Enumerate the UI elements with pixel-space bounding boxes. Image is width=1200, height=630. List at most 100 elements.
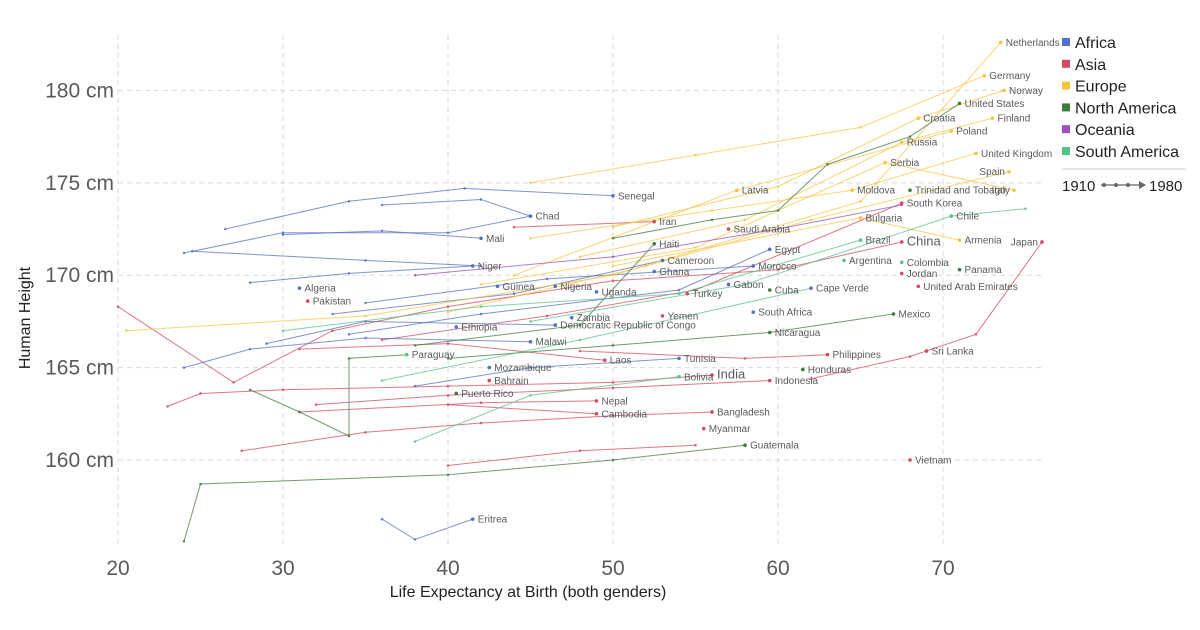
country-label: Italy	[992, 186, 1010, 197]
trajectory-point	[347, 200, 351, 203]
legend-item: Europe	[1075, 79, 1127, 96]
trajectory-point	[694, 443, 697, 447]
country-label: United Kingdom	[981, 149, 1052, 160]
country-label: Puerto Rico	[461, 389, 514, 400]
trajectory-line	[381, 202, 902, 341]
trajectory-point	[232, 381, 235, 384]
country-label: Turkey	[692, 289, 722, 300]
data-point	[677, 356, 681, 361]
trajectory-line	[612, 102, 960, 239]
trajectory-point	[446, 310, 450, 314]
country-label: Moldova	[857, 186, 895, 197]
trajectory-point	[529, 394, 532, 397]
country-label: Philippines	[833, 350, 881, 361]
trajectory-line	[315, 380, 770, 406]
trajectory-point	[446, 384, 450, 388]
country-label: Russia	[907, 138, 938, 149]
time-legend-end: 1980	[1149, 178, 1182, 195]
y-tick-label: 160 cm	[45, 449, 114, 472]
trajectory-point	[446, 342, 450, 345]
country-label: Ghana	[659, 267, 689, 278]
trajectory-point	[446, 357, 450, 360]
data-point	[850, 188, 855, 193]
trajectory-point	[166, 405, 169, 408]
trajectory-point	[809, 218, 813, 222]
x-tick-label: 50	[601, 557, 624, 580]
trajectory-point	[248, 347, 252, 351]
data-point	[594, 412, 599, 416]
trajectory-point	[380, 338, 384, 342]
data-point	[454, 325, 459, 329]
data-point	[594, 290, 599, 294]
data-point	[957, 101, 962, 106]
trajectory-point	[446, 231, 450, 235]
data-point	[899, 140, 904, 144]
trajectory-point	[776, 209, 780, 212]
data-point	[842, 258, 846, 263]
country-label: Japan	[1011, 237, 1038, 248]
country-label: Argentina	[849, 256, 892, 267]
trajectory-point	[809, 377, 813, 380]
country-label: Poland	[956, 127, 987, 138]
trajectory-line	[183, 337, 531, 369]
x-axis-title: Life Expectancy at Birth (both genders)	[390, 584, 667, 601]
trajectory-point	[479, 401, 483, 405]
trajectory-point	[479, 305, 483, 308]
trajectory-point	[529, 181, 532, 185]
trajectory-point	[240, 449, 244, 453]
trajectory-point	[776, 227, 780, 231]
data-point	[858, 238, 863, 242]
data-point	[660, 314, 665, 318]
data-point	[767, 288, 772, 292]
data-point	[553, 323, 558, 327]
data-point	[487, 378, 492, 383]
data-point	[297, 286, 302, 290]
data-point	[454, 391, 459, 396]
trajectory-point	[364, 336, 367, 340]
trajectory-point	[314, 403, 318, 406]
trajectory-point	[611, 344, 615, 347]
trajectory-point	[776, 268, 780, 271]
country-label: Nigeria	[560, 282, 592, 293]
data-point	[767, 247, 772, 252]
country-label: Chile	[956, 212, 979, 223]
trajectory-point	[413, 384, 417, 388]
data-point	[899, 260, 904, 265]
country-label: Tunisia	[684, 354, 716, 365]
data-point	[1040, 240, 1044, 244]
legend-swatch	[1062, 147, 1070, 155]
legend-item: North America	[1075, 100, 1176, 117]
country-label: Guatemala	[750, 441, 799, 452]
y-tick-label: 170 cm	[45, 264, 114, 287]
trajectory-point	[611, 458, 615, 462]
data-point	[883, 160, 888, 165]
country-label: Haiti	[659, 239, 679, 250]
trajectory-point	[694, 246, 697, 249]
country-label: Cape Verde	[816, 284, 869, 295]
country-label: Colombia	[907, 258, 950, 269]
trajectory-point	[298, 410, 301, 414]
trajectory-point	[413, 344, 417, 347]
data-point	[916, 284, 921, 289]
trajectory-point	[364, 430, 367, 434]
country-label: Bahrain	[494, 376, 528, 387]
country-label: Democratic Republic of Congo	[560, 321, 696, 332]
trajectory-line	[348, 248, 771, 335]
trajectory-point	[545, 277, 549, 281]
data-point	[470, 517, 475, 521]
data-point	[685, 291, 690, 296]
data-point	[751, 310, 756, 314]
country-label: Honduras	[808, 365, 851, 376]
data-point	[899, 240, 904, 244]
trajectory-point	[446, 394, 450, 397]
trajectory-point	[281, 329, 285, 332]
country-labels: Netherlands Germany Norway United States Cro…	[305, 38, 1060, 526]
country-label: Iran	[659, 217, 676, 228]
country-label: Guinea	[503, 282, 536, 293]
country-label: United States	[965, 99, 1025, 110]
data-point	[528, 214, 533, 218]
data-point	[908, 188, 912, 193]
trajectory-point	[529, 236, 532, 240]
country-label: Chad	[536, 212, 560, 223]
data-point	[611, 193, 615, 198]
